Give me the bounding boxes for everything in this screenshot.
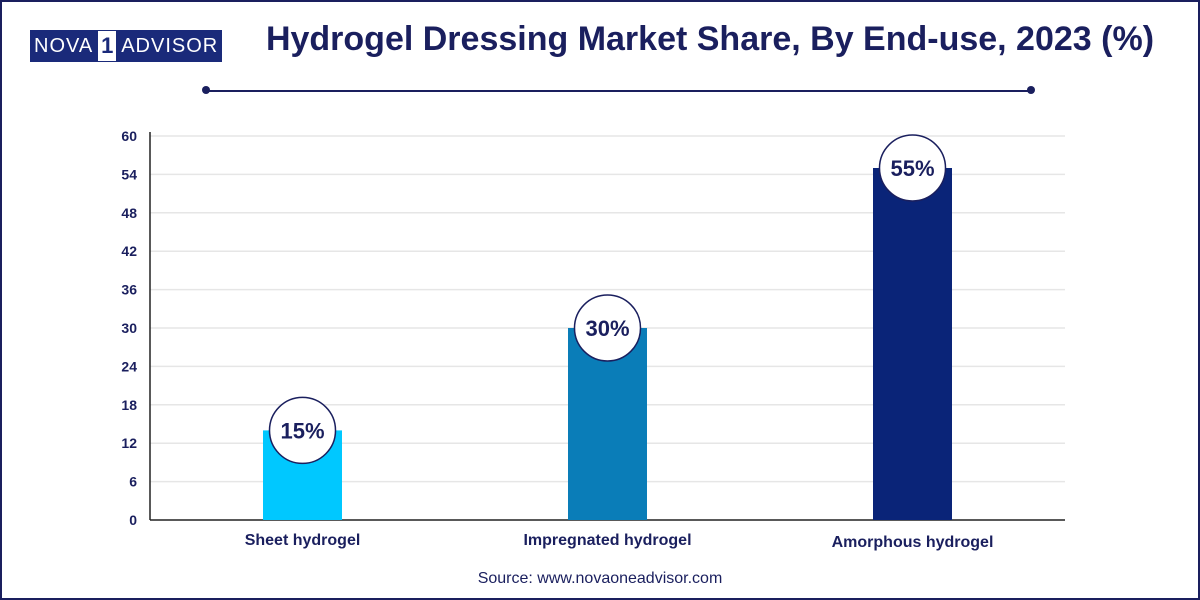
x-tick-label: Sheet hydrogel xyxy=(245,532,361,549)
brand-logo: NOVA 1 ADVISOR xyxy=(30,30,223,62)
y-tick-label: 30 xyxy=(121,320,137,336)
source-note: Source: www.novaoneadvisor.com xyxy=(477,570,723,587)
title-rule-right-dot xyxy=(1027,86,1035,94)
x-tick-label: Impregnated hydrogel xyxy=(523,532,691,549)
brand-logo-part3: ADVISOR xyxy=(118,31,222,61)
x-tick-label: Amorphous hydrogel xyxy=(832,534,994,551)
brand-logo-part2: 1 xyxy=(96,31,119,61)
y-tick-label: 48 xyxy=(121,205,137,221)
y-tick-label: 54 xyxy=(121,166,137,182)
y-tick-label: 42 xyxy=(121,243,137,259)
y-tick-label: 60 xyxy=(121,128,137,144)
y-tick-label: 24 xyxy=(121,358,137,374)
brand-logo-part1: NOVA xyxy=(31,31,97,61)
data-label: 55% xyxy=(890,156,934,181)
y-tick-label: 18 xyxy=(121,397,137,413)
y-tick-label: 6 xyxy=(129,474,137,490)
y-tick-label: 36 xyxy=(121,282,137,298)
data-label: 30% xyxy=(585,316,629,341)
bar xyxy=(873,168,952,520)
data-label-circle xyxy=(268,396,337,465)
y-tick-label: 12 xyxy=(121,435,137,451)
title-rule xyxy=(206,90,1031,92)
y-tick-label: 0 xyxy=(129,512,137,528)
data-label-circle xyxy=(573,294,642,362)
data-label: 15% xyxy=(280,418,324,443)
chart-title: Hydrogel Dressing Market Share, By End-u… xyxy=(265,20,1155,58)
data-label-circle xyxy=(878,134,947,202)
